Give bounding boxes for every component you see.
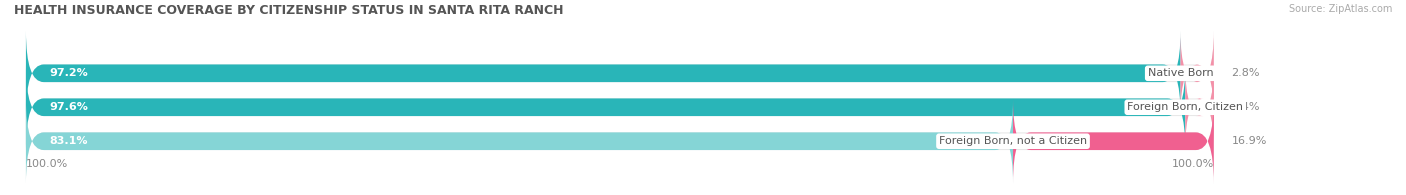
FancyBboxPatch shape	[25, 31, 1213, 115]
FancyBboxPatch shape	[1012, 99, 1213, 183]
Text: 16.9%: 16.9%	[1232, 136, 1267, 146]
FancyBboxPatch shape	[25, 99, 1012, 183]
Text: 97.6%: 97.6%	[49, 102, 89, 112]
Text: Foreign Born, not a Citizen: Foreign Born, not a Citizen	[939, 136, 1087, 146]
Legend: With Coverage, Without Coverage: With Coverage, Without Coverage	[486, 193, 727, 195]
FancyBboxPatch shape	[25, 99, 1213, 183]
Text: 100.0%: 100.0%	[1171, 159, 1213, 169]
Text: 2.4%: 2.4%	[1232, 102, 1260, 112]
Text: Foreign Born, Citizen: Foreign Born, Citizen	[1128, 102, 1243, 112]
FancyBboxPatch shape	[1181, 31, 1213, 115]
Text: 83.1%: 83.1%	[49, 136, 89, 146]
FancyBboxPatch shape	[25, 65, 1185, 149]
Text: 97.2%: 97.2%	[49, 68, 89, 78]
FancyBboxPatch shape	[25, 65, 1213, 149]
Text: HEALTH INSURANCE COVERAGE BY CITIZENSHIP STATUS IN SANTA RITA RANCH: HEALTH INSURANCE COVERAGE BY CITIZENSHIP…	[14, 4, 564, 17]
Text: 2.8%: 2.8%	[1232, 68, 1260, 78]
FancyBboxPatch shape	[1185, 65, 1213, 149]
Text: Native Born: Native Born	[1147, 68, 1213, 78]
Text: 100.0%: 100.0%	[25, 159, 67, 169]
FancyBboxPatch shape	[25, 31, 1181, 115]
Text: Source: ZipAtlas.com: Source: ZipAtlas.com	[1288, 4, 1392, 14]
